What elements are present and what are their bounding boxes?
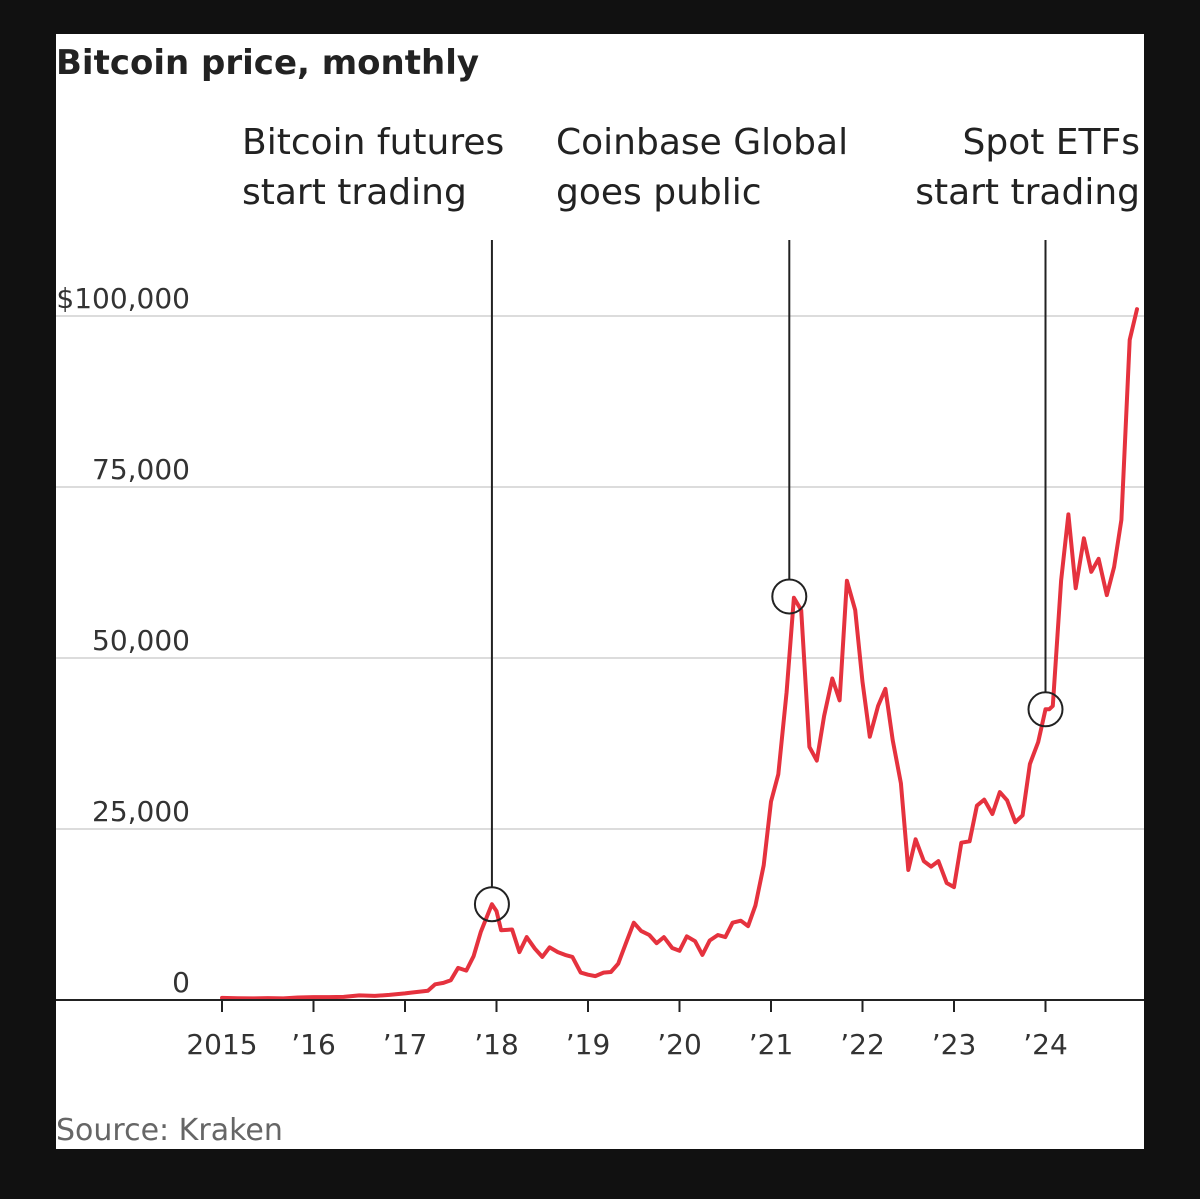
x-tick-label: ’21 bbox=[749, 1028, 794, 1061]
annotation-label: Bitcoin futures bbox=[242, 122, 504, 163]
x-tick-label: ’17 bbox=[383, 1028, 428, 1061]
x-tick-label: ’19 bbox=[566, 1028, 611, 1061]
annotation-label: Spot ETFs bbox=[963, 122, 1141, 163]
x-axis: 2015 ’16 ’17 ’18 ’19 ’20 ’21 ’22 ’23 ’24 bbox=[56, 999, 1144, 1061]
x-tick-label: ’22 bbox=[840, 1028, 885, 1061]
y-tick-label: 0 bbox=[172, 966, 190, 999]
y-tick-label: 25,000 bbox=[92, 795, 190, 828]
y-tick-label: 75,000 bbox=[92, 453, 190, 486]
annotation-label: start trading bbox=[242, 172, 467, 213]
x-tick-label: ’24 bbox=[1023, 1028, 1068, 1061]
annotation-markers bbox=[473, 578, 1064, 923]
x-tick-label: 2015 bbox=[186, 1028, 257, 1061]
series-line-layer bbox=[220, 307, 1139, 1001]
x-tick-label: ’18 bbox=[474, 1028, 519, 1061]
y-axis-ticks: 0 25,000 50,000 75,000 $100,000 bbox=[56, 282, 190, 999]
y-tick-label: 50,000 bbox=[92, 624, 190, 657]
chart-card: Bitcoin price, monthly 0 25,000 50,000 75,0… bbox=[56, 34, 1144, 1149]
annotation-marker-circle bbox=[1027, 691, 1064, 728]
bitcoin-price-line bbox=[220, 307, 1139, 1001]
annotation-label: goes public bbox=[556, 172, 762, 213]
annotation-marker-circle bbox=[771, 578, 808, 615]
annotation-label: start trading bbox=[915, 172, 1140, 213]
chart-title: Bitcoin price, monthly bbox=[56, 43, 479, 83]
gridlines bbox=[56, 315, 1144, 830]
line-chart: Bitcoin price, monthly 0 25,000 50,000 75,0… bbox=[56, 43, 1144, 1148]
x-tick-label: ’23 bbox=[932, 1028, 977, 1061]
x-tick-label: ’16 bbox=[291, 1028, 336, 1061]
y-tick-label: $100,000 bbox=[56, 282, 190, 315]
annotation-marker-circle bbox=[473, 886, 510, 923]
annotations: Bitcoin futures start trading Coinbase Glo… bbox=[242, 122, 1141, 888]
x-tick-label: ’20 bbox=[657, 1028, 702, 1061]
source-note: Source: Kraken bbox=[56, 1113, 283, 1148]
annotation-label: Coinbase Global bbox=[556, 122, 848, 163]
